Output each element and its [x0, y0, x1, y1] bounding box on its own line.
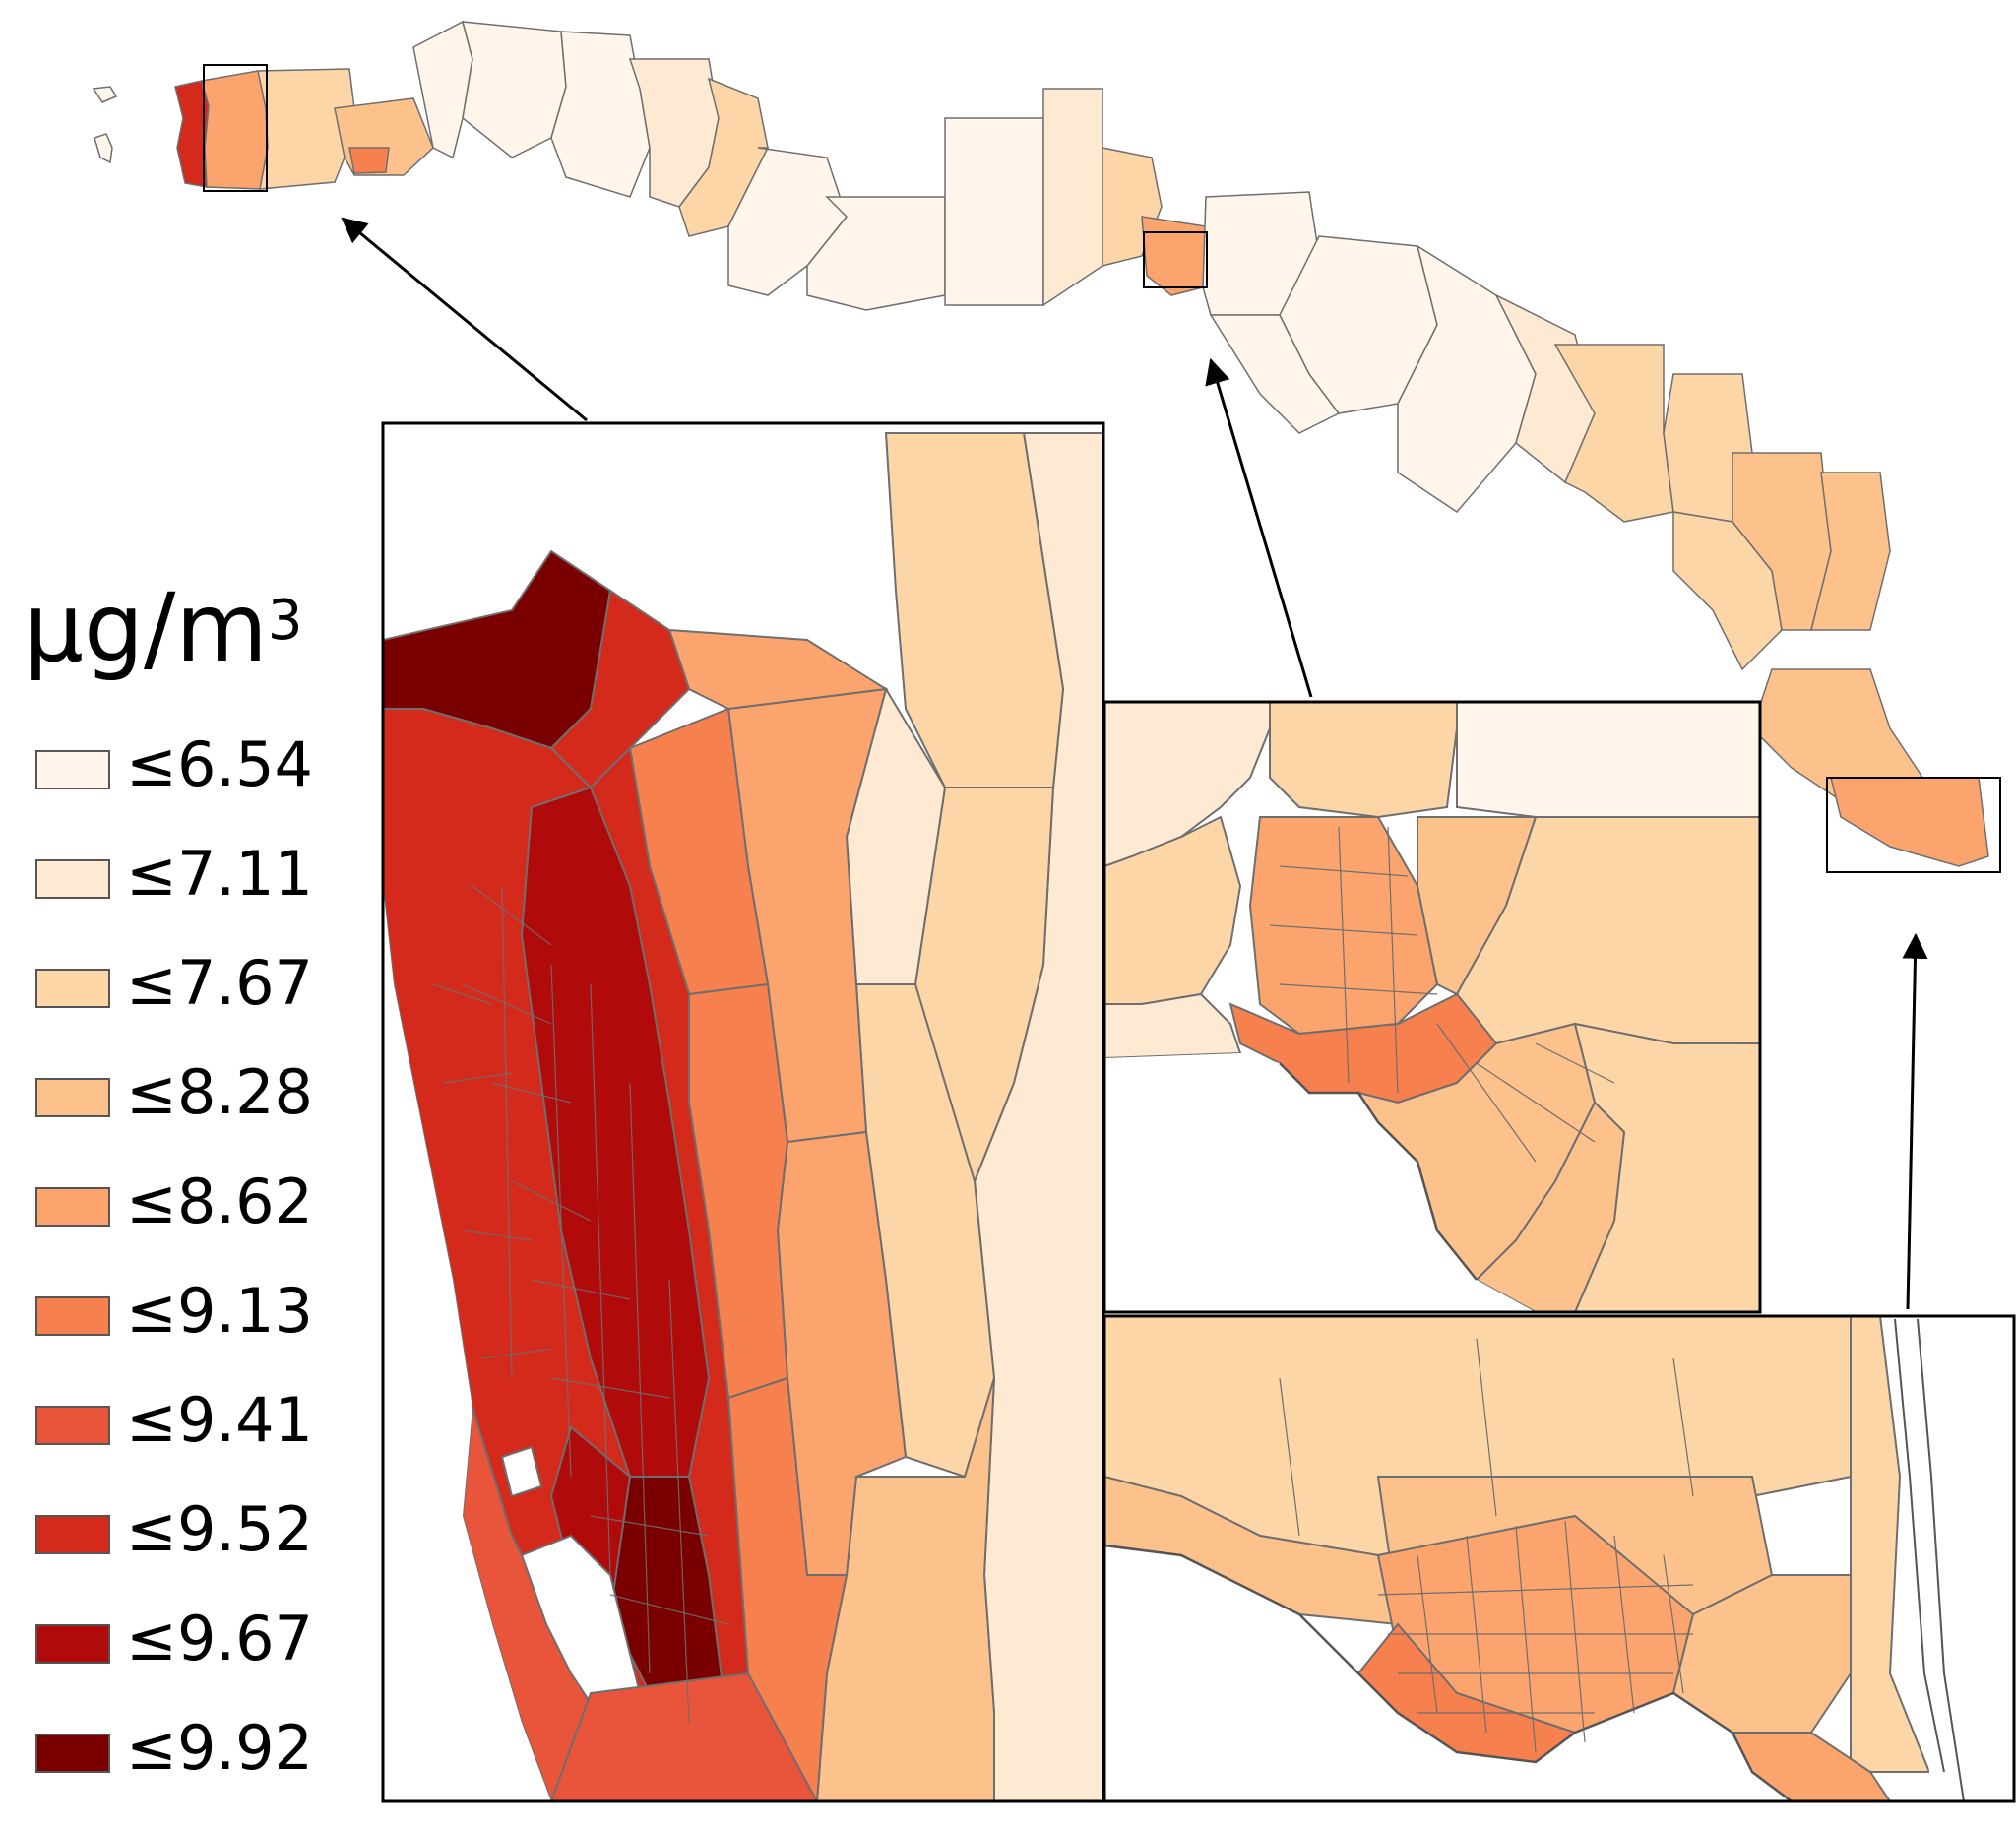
- legend-label: ≤8.28: [126, 1056, 313, 1128]
- legend-swatch: [35, 1406, 110, 1445]
- overview-nm-4: [1042, 88, 1103, 307]
- legend-label: ≤6.54: [126, 728, 313, 800]
- arrow-to-rgv: [1902, 932, 1928, 1310]
- legend-swatch: [35, 969, 110, 1008]
- overview-tx-8: [1732, 452, 1832, 631]
- overview-tx-9: [1810, 472, 1891, 631]
- legend-unit: μg/m: [24, 573, 268, 683]
- legend-swatch: [35, 859, 110, 899]
- locator-box-el-paso: [1143, 231, 1208, 288]
- inset-el-paso: [1102, 700, 1762, 1314]
- legend-swatch: [35, 1078, 110, 1117]
- legend-swatch: [35, 1734, 110, 1773]
- legend-swatch: [35, 750, 110, 789]
- legend-label: ≤8.62: [126, 1166, 313, 1237]
- overview-az-2: [461, 21, 567, 158]
- legend-title: μg/m3: [24, 581, 303, 675]
- legend-label: ≤7.11: [126, 838, 313, 910]
- locator-boxes: [203, 64, 2001, 873]
- legend-label: ≤9.92: [126, 1712, 313, 1784]
- legend-label: ≤9.13: [126, 1275, 313, 1347]
- pointer-arrows: [341, 217, 1928, 1310]
- overview-rgv: [1830, 777, 1989, 867]
- overview-az-3: [550, 31, 651, 198]
- overview-tx-5: [1553, 344, 1674, 523]
- legend-label: ≤9.41: [126, 1384, 313, 1456]
- overview-az-5: [678, 77, 769, 237]
- legend-unit-exponent: 3: [267, 589, 303, 653]
- overview-nm-3: [944, 117, 1044, 306]
- legend-label: ≤9.67: [126, 1603, 313, 1674]
- legend-label: ≤7.67: [126, 947, 313, 1019]
- island: [92, 86, 118, 103]
- overview-map: [92, 20, 1989, 867]
- overview-nm-1: [727, 147, 848, 296]
- legend-label: ≤9.52: [126, 1493, 313, 1565]
- overview-sd-core: [201, 70, 269, 190]
- legend-swatch: [35, 1515, 110, 1554]
- island: [94, 133, 113, 164]
- inset-san-diego: [381, 421, 1105, 1803]
- locator-box-san-diego: [203, 64, 268, 192]
- inset-rgv: [1102, 1314, 2016, 1803]
- arrow-to-san-diego: [341, 217, 588, 422]
- locator-box-rgv: [1826, 777, 2001, 873]
- legend-swatch: [35, 1296, 110, 1336]
- legend-swatch: [35, 1624, 110, 1664]
- legend-swatch: [35, 1187, 110, 1227]
- arrow-to-el-paso: [1205, 357, 1313, 698]
- overview-imperial-core: [348, 147, 390, 174]
- overview-elpaso: [1141, 216, 1207, 296]
